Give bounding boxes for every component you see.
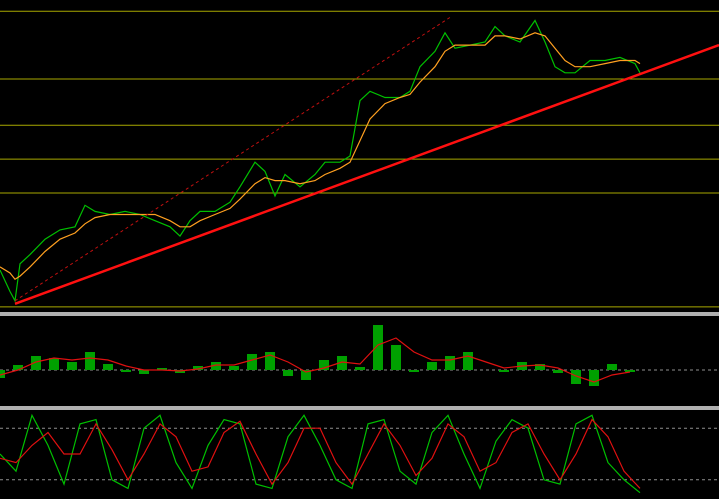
histogram-bar — [139, 370, 149, 374]
histogram-bar — [193, 366, 203, 370]
series-line — [0, 19, 641, 303]
histogram-bar — [571, 370, 581, 384]
histogram-bar — [283, 370, 293, 376]
histogram-bar — [607, 364, 617, 370]
histogram-bar — [157, 368, 167, 370]
histogram-bar — [391, 345, 401, 370]
histogram-bar — [427, 362, 437, 370]
series-line — [0, 418, 641, 489]
trend-line — [14, 16, 451, 302]
histogram-bar — [85, 352, 95, 370]
series-line — [0, 413, 641, 494]
series-line — [0, 337, 631, 383]
histogram-bar — [553, 370, 563, 373]
series-line — [0, 32, 641, 280]
histogram-bar — [355, 367, 365, 370]
histogram-bar — [103, 364, 113, 370]
histogram-bar — [535, 364, 545, 370]
histogram-bar — [301, 370, 311, 380]
histogram-bar — [247, 354, 257, 370]
histogram-bar — [121, 370, 131, 372]
histogram-bar — [409, 370, 419, 372]
histogram-bar — [49, 358, 59, 370]
histogram-bar — [211, 362, 221, 370]
histogram-bar — [13, 365, 23, 370]
trend-line — [14, 43, 719, 305]
panel-separator — [0, 406, 719, 410]
histogram-bar — [499, 370, 509, 372]
histogram-bar — [625, 370, 635, 372]
histogram-bar — [445, 356, 455, 370]
panel-separator — [0, 312, 719, 316]
histogram-bar — [373, 325, 383, 370]
histogram-bar — [31, 356, 41, 370]
histogram-bar — [589, 370, 599, 386]
histogram-bar — [319, 360, 329, 370]
histogram-bar — [337, 356, 347, 370]
histogram-bar — [67, 362, 77, 370]
histogram-bar — [463, 352, 473, 370]
histogram-bar — [229, 366, 239, 370]
histogram-bar — [265, 352, 275, 370]
